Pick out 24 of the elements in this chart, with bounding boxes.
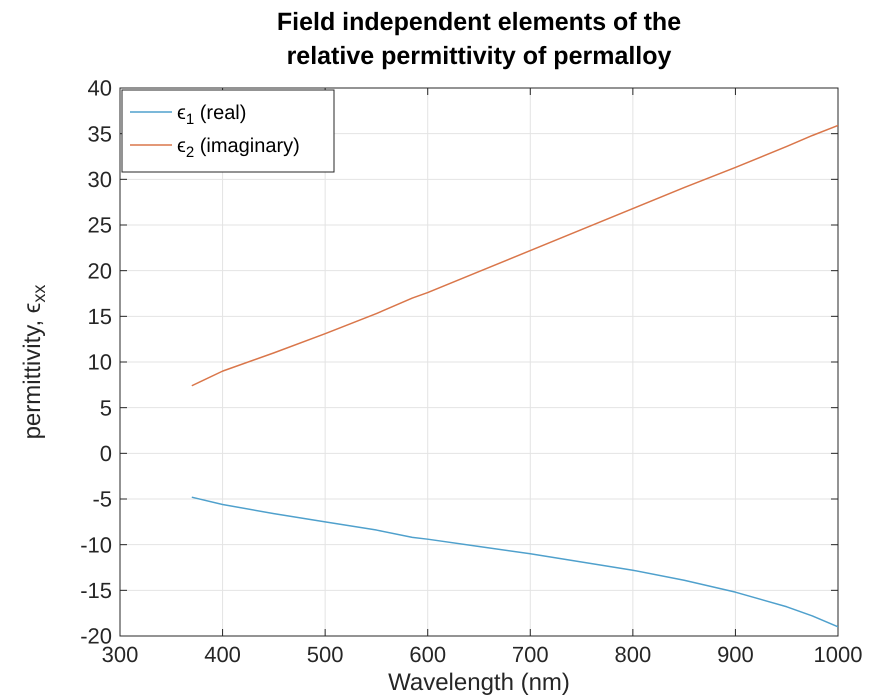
x-tick-label: 500: [306, 642, 344, 667]
y-tick-label: 25: [88, 212, 112, 238]
x-tick-label: 800: [614, 642, 652, 667]
y-tick-label: -15: [80, 578, 112, 604]
line-series: [191, 496, 838, 628]
y-tick-label: 40: [88, 76, 112, 101]
y-tick-label: -10: [80, 532, 112, 558]
y-tick-label: 5: [100, 395, 112, 420]
legend-label: ϵ$_{1}$ (real): [177, 102, 246, 128]
y-tick-label: 35: [88, 121, 112, 146]
chart-title: Field independent elements of the relative permittivity of permalloy: [276, 8, 682, 70]
y-tick-label: 30: [88, 167, 112, 192]
x-axis-title: Wavelength (nm): [388, 669, 570, 696]
x-tick-label: 900: [717, 642, 754, 667]
y-tick-label: 10: [88, 350, 112, 375]
y-tick-label: 20: [88, 258, 112, 284]
y-tick-label: -5: [92, 486, 112, 512]
x-tick-label: 700: [512, 642, 549, 667]
y-tick-label: 15: [88, 304, 112, 330]
x-tick-label: 1000: [814, 642, 862, 667]
x-tick-label: 400: [204, 642, 241, 667]
x-tick-label: 600: [409, 642, 446, 667]
legend-label: ϵ$_{2}$ (imaginary): [177, 135, 300, 160]
y-tick-label: 0: [100, 441, 112, 466]
